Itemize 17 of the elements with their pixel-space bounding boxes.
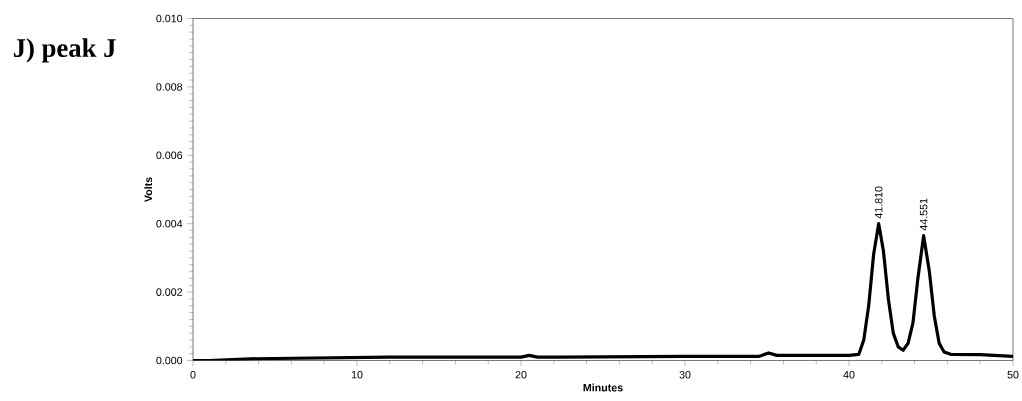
y-tick-label: 0.008 (156, 83, 183, 91)
y-tick-label: 0.000 (156, 356, 183, 365)
x-tick-label: 30 (679, 370, 691, 379)
x-tick-label: 0 (190, 370, 196, 379)
x-axis-title: Minutes (583, 383, 623, 392)
x-tick-label: 40 (843, 370, 855, 379)
y-tick-label: 0.006 (156, 151, 183, 160)
x-tick-label: 10 (351, 370, 363, 379)
y-tick-label: 0.002 (156, 288, 183, 296)
x-tick-label: 20 (515, 370, 527, 379)
annotation: 44.551 (919, 198, 928, 231)
x-tick-label: 50 (1007, 370, 1019, 379)
y-axis-title: Volts (144, 177, 153, 203)
y-tick-label: 0.004 (156, 219, 183, 228)
y-tick-label: 0.010 (156, 14, 183, 23)
text: J) peak J (13, 38, 116, 63)
annotation: 41.810 (874, 186, 883, 219)
